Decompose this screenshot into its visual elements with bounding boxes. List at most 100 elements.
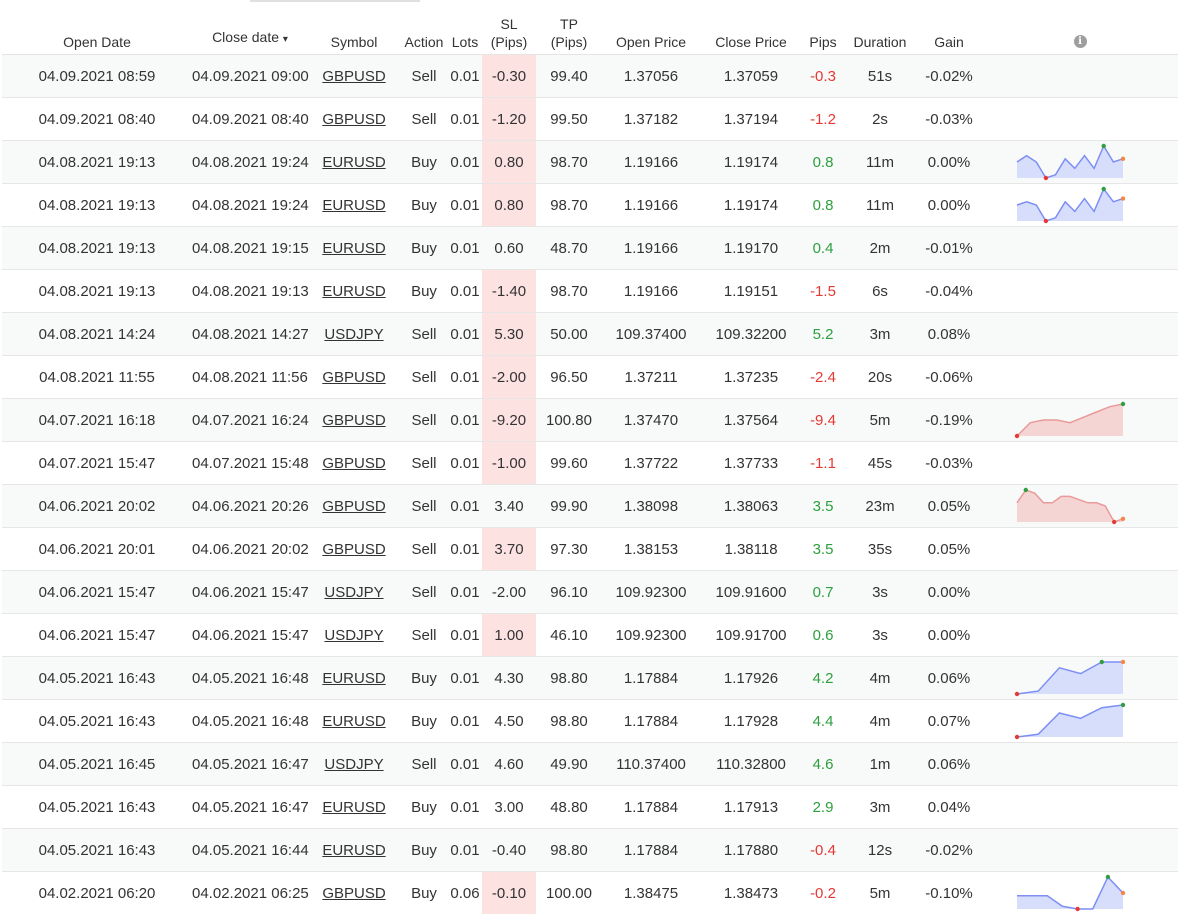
col-close-date[interactable]: Close date ▾ (192, 0, 308, 55)
duration-cell: 35s (844, 528, 916, 571)
sl-cell: 4.30 (494, 670, 523, 687)
sl-cell: -2.00 (492, 584, 526, 601)
symbol-link[interactable]: USDJPY (324, 326, 383, 343)
sl-cell: -1.00 (492, 455, 526, 472)
open-date-cell: 04.05.2021 16:43 (2, 700, 192, 743)
gain-cell: -0.02% (925, 68, 973, 85)
duration-cell: 4m (844, 657, 916, 700)
col-duration[interactable]: Duration (844, 0, 916, 55)
pips-cell: 2.9 (802, 786, 844, 829)
sparkline-max-marker (1121, 703, 1125, 707)
symbol-link[interactable]: EURUSD (322, 799, 385, 816)
col-tp[interactable]: TP(Pips) (536, 0, 602, 55)
open-date-cell: 04.09.2021 08:40 (2, 98, 192, 141)
tp-cell: 49.90 (536, 743, 602, 786)
pips-cell: 0.6 (802, 614, 844, 657)
open-date-cell: 04.08.2021 14:24 (2, 313, 192, 356)
symbol-link[interactable]: GBPUSD (322, 369, 385, 386)
sparkline-cell (982, 141, 1178, 184)
sparkline-chart (1014, 185, 1126, 225)
duration-cell: 23m (865, 498, 894, 515)
symbol-link[interactable]: EURUSD (322, 713, 385, 730)
symbol-link[interactable]: USDJPY (324, 756, 383, 773)
duration-cell: 45s (844, 442, 916, 485)
col-gain[interactable]: Gain (916, 0, 982, 55)
tp-cell: 98.70 (550, 283, 588, 300)
symbol-link[interactable]: EURUSD (322, 197, 385, 214)
close-price-cell: 1.37059 (724, 68, 778, 85)
symbol-cell: GBPUSD (308, 98, 400, 141)
col-pips[interactable]: Pips (802, 0, 844, 55)
col-sl-label-2: (Pips) (491, 34, 528, 50)
sparkline-max-marker (1102, 187, 1106, 191)
symbol-cell: GBPUSD (308, 528, 400, 571)
symbol-cell: GBPUSD (308, 872, 400, 914)
col-open-date[interactable]: Open Date (2, 0, 192, 55)
symbol-link[interactable]: GBPUSD (322, 885, 385, 902)
sl-cell: -1.20 (492, 111, 526, 128)
col-close-price[interactable]: Close Price (700, 0, 802, 55)
duration-cell: 12s (868, 842, 892, 859)
col-symbol[interactable]: Symbol (308, 0, 400, 55)
gain-cell: 0.04% (928, 799, 971, 816)
col-action[interactable]: Action (400, 0, 448, 55)
symbol-link[interactable]: GBPUSD (322, 541, 385, 558)
lots-cell: 0.01 (450, 283, 479, 300)
col-open-date-label: Open Date (63, 34, 131, 50)
open-price-cell: 1.19166 (602, 227, 700, 270)
symbol-link[interactable]: EURUSD (322, 842, 385, 859)
sl-cell: 0.60 (494, 240, 523, 257)
symbol-link[interactable]: GBPUSD (322, 455, 385, 472)
symbol-link[interactable]: GBPUSD (322, 68, 385, 85)
symbol-cell: GBPUSD (308, 55, 400, 98)
lots-cell: 0.01 (450, 842, 479, 859)
open-date-cell: 04.05.2021 16:43 (39, 713, 156, 730)
symbol-link[interactable]: EURUSD (322, 154, 385, 171)
col-lots[interactable]: Lots (448, 0, 482, 55)
close-date-cell: 04.08.2021 19:24 (192, 154, 309, 171)
symbol-link[interactable]: USDJPY (324, 584, 383, 601)
symbol-link[interactable]: EURUSD (322, 240, 385, 257)
symbol-link[interactable]: EURUSD (322, 283, 385, 300)
info-icon[interactable]: i (1074, 35, 1087, 48)
col-open-price[interactable]: Open Price (602, 0, 700, 55)
symbol-link[interactable]: GBPUSD (322, 412, 385, 429)
tp-cell: 96.50 (536, 356, 602, 399)
open-price-cell: 1.19166 (624, 283, 678, 300)
open-price-cell: 1.19166 (624, 197, 678, 214)
col-sl[interactable]: SL(Pips) (482, 0, 536, 55)
duration-cell: 45s (868, 455, 892, 472)
col-chart: i (982, 0, 1178, 55)
lots-cell: 0.01 (450, 68, 479, 85)
duration-cell: 1m (870, 756, 891, 773)
symbol-link[interactable]: GBPUSD (322, 498, 385, 515)
symbol-link[interactable]: GBPUSD (322, 111, 385, 128)
symbol-link[interactable]: USDJPY (324, 627, 383, 644)
duration-cell: 3m (844, 313, 916, 356)
close-date-cell: 04.06.2021 20:02 (192, 528, 308, 571)
symbol-link[interactable]: EURUSD (322, 670, 385, 687)
lots-cell: 0.06 (448, 872, 482, 914)
duration-cell: 35s (868, 541, 892, 558)
tp-cell: 98.80 (536, 657, 602, 700)
